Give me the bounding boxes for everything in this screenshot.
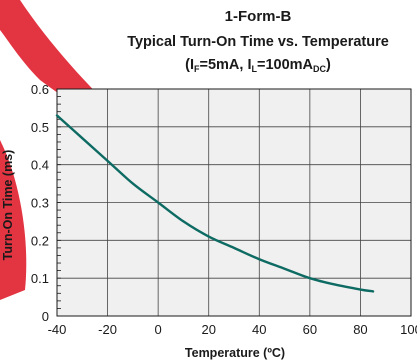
y-tick-label: 0 [42, 309, 49, 324]
y-tick-label: 0.2 [31, 233, 49, 248]
x-tick-label: 0 [155, 322, 162, 337]
y-tick-label: 0.5 [31, 120, 49, 135]
y-tick-label: 0.6 [31, 82, 49, 97]
watermark-logo [0, 0, 170, 300]
x-tick-label: 60 [303, 322, 317, 337]
watermark-swoosh-top [0, 0, 170, 160]
chart-subtitle: Typical Turn-On Time vs. Temperature [127, 34, 389, 50]
x-tick-label: -20 [98, 322, 117, 337]
y-tick-label: 0.1 [31, 271, 49, 286]
series-layer [55, 114, 375, 293]
x-axis-title: Temperature (ºC) [185, 346, 285, 360]
x-tick-label: 80 [353, 322, 367, 337]
y-tick-labels: 0 0.1 0.2 0.3 0.4 0.5 0.6 [31, 82, 49, 324]
series-line [55, 114, 375, 293]
x-tick-label: 100 [400, 322, 417, 337]
chart-title: 1-Form-B [225, 8, 292, 25]
x-tick-label: 20 [201, 322, 215, 337]
watermark-swoosh-left [0, 140, 27, 300]
x-tick-label: -40 [48, 322, 67, 337]
y-tick-label: 0.4 [31, 158, 49, 173]
grid [57, 89, 411, 316]
x-tick-labels: -40 -20 0 20 40 60 80 100 [48, 322, 417, 337]
y-axis-title: Turn-On Time (ms) [1, 150, 15, 261]
y-tick-label: 0.3 [31, 196, 49, 211]
x-tick-label: 40 [252, 322, 266, 337]
y-minor-ticks [57, 88, 61, 317]
chart-conditions: (IF=5mA, IL=100mADC) [185, 57, 331, 74]
